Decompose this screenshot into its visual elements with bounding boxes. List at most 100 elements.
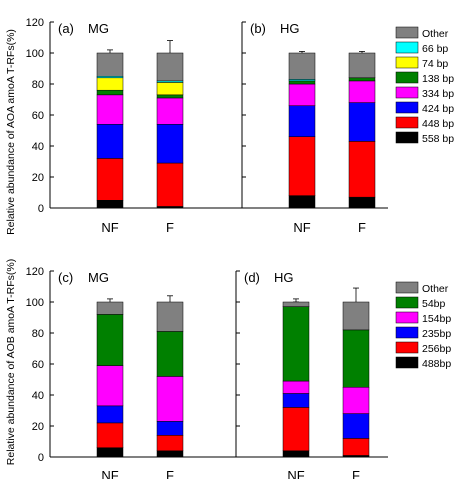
legend-label: 424 bp — [422, 103, 454, 115]
bar-segment-424bp — [348, 102, 376, 142]
panel-label: (d) — [244, 270, 260, 285]
legend-swatch — [395, 26, 419, 39]
bar-segment-Other — [96, 301, 124, 315]
bar-segment-334bp — [96, 94, 124, 125]
bar-segment-54bp — [282, 306, 310, 382]
x-tick-label: F — [358, 220, 366, 235]
panel-title: HG — [280, 21, 300, 36]
legend-label: 154bp — [422, 313, 451, 325]
panel-a: 0 20 40 60 80 100 120 (a) MG NF F — [26, 17, 242, 235]
legend-swatch — [395, 41, 419, 54]
legend-swatch — [395, 86, 419, 99]
legend-swatch — [395, 356, 419, 369]
panel-title: MG — [88, 21, 109, 36]
bar-segment-154bp — [96, 365, 124, 407]
bar-segment-558bp — [96, 200, 124, 209]
bar-segment-138bp — [156, 94, 184, 99]
y-tick-label: 0 — [38, 203, 44, 215]
x-tick-label: NF — [101, 220, 118, 235]
legend-label: Other — [422, 283, 449, 295]
bar-segment-488bp — [282, 450, 310, 458]
bar-segment-54bp — [156, 331, 184, 377]
bar-segment-138bp — [348, 77, 376, 82]
x-tick-label: F — [166, 220, 174, 235]
y-axis-label-top: Relative abundance of AOA amoA T-RFs(%) — [5, 29, 17, 235]
legend-swatch — [395, 71, 419, 84]
legend-swatch — [395, 281, 419, 294]
legend-label: 448 bp — [422, 118, 454, 130]
y-tick-label: 40 — [32, 390, 44, 402]
bar-segment-Other — [96, 52, 124, 77]
bar-segment-424bp — [288, 105, 316, 137]
bar-segment-256bp — [96, 422, 124, 448]
legend-swatch — [395, 311, 419, 324]
legend-swatch — [395, 56, 419, 69]
bar-segment-424bp — [96, 124, 124, 159]
bar-segment-256bp — [342, 438, 370, 456]
bar-segment-74bp — [96, 77, 124, 91]
x-tick-label: NF — [101, 468, 118, 479]
y-tick-label: 80 — [32, 328, 44, 340]
legend-label: 558 bp — [422, 133, 454, 145]
x-tick-label: NF — [293, 220, 310, 235]
bar-segment-488bp — [156, 450, 184, 458]
bar-segment-Other — [156, 301, 184, 332]
bar-segment-256bp — [156, 435, 184, 452]
bar-segment-448bp — [348, 141, 376, 198]
bar-segment-558bp — [348, 196, 376, 209]
panel-title: HG — [274, 270, 294, 285]
bar-segment-Other — [282, 301, 310, 307]
bar-segment-235bp — [96, 405, 124, 424]
panel-c: 0 20 40 60 80 100 120 (c) MG NF F — [26, 266, 236, 479]
bar-segment-54bp — [96, 314, 124, 366]
legend-swatch — [395, 326, 419, 339]
panel-label: (a) — [58, 21, 74, 36]
bar-segment-138bp — [288, 80, 316, 85]
y-tick-label: 0 — [38, 452, 44, 464]
bar-segment-424bp — [156, 124, 184, 164]
legend-swatch — [395, 101, 419, 114]
y-tick-label: 40 — [32, 141, 44, 153]
bar-segment-138bp — [96, 89, 124, 96]
legend-label: Other — [422, 28, 449, 40]
y-tick-label: 120 — [26, 17, 44, 29]
legend-label: 256bp — [422, 343, 451, 355]
bar-segment-334bp — [156, 97, 184, 125]
y-axis-label-bottom: Relative abundance of AOB amoA T-RFs(%) — [5, 259, 17, 465]
bar-segment-154bp — [156, 376, 184, 422]
bar-segment-Other — [288, 52, 316, 80]
legend-label: 488bp — [422, 358, 451, 370]
bar-segment-154bp — [342, 387, 370, 414]
bar-segment-256bp — [282, 407, 310, 452]
bar-segment-334bp — [348, 80, 376, 103]
bar-segment-235bp — [342, 413, 370, 439]
bar-segment-Other — [156, 52, 184, 82]
y-tick-label: 100 — [26, 297, 44, 309]
y-tick-label: 80 — [32, 79, 44, 91]
legend-swatch — [395, 296, 419, 309]
bar-segment-Other — [348, 52, 376, 79]
bar-segment-334bp — [288, 83, 316, 106]
legend-label: 235bp — [422, 328, 451, 340]
bar-segment-74bp — [156, 82, 184, 96]
x-tick-label: F — [166, 468, 174, 479]
legend-swatch — [395, 341, 419, 354]
bar-segment-Other — [342, 301, 370, 331]
x-tick-label: NF — [287, 468, 304, 479]
x-tick-label: F — [352, 468, 360, 479]
bar-segment-448bp — [288, 136, 316, 196]
legend-label: 66 bp — [422, 43, 448, 55]
y-tick-label: 60 — [32, 359, 44, 371]
panel-b: (b) HG NF F Other 66 bp 74 bp 138 bp 334 bp 424 b… — [241, 21, 454, 235]
bar-segment-448bp — [156, 162, 184, 207]
legend-label: 54bp — [422, 298, 446, 310]
bar-segment-235bp — [156, 421, 184, 436]
panel-title: MG — [88, 270, 109, 285]
bar-segment-488bp — [96, 447, 124, 458]
y-tick-label: 20 — [32, 421, 44, 433]
bar-segment-54bp — [342, 329, 370, 388]
legend-label: 74 bp — [422, 58, 448, 70]
y-tick-label: 20 — [32, 172, 44, 184]
legend-label: 138 bp — [422, 73, 454, 85]
